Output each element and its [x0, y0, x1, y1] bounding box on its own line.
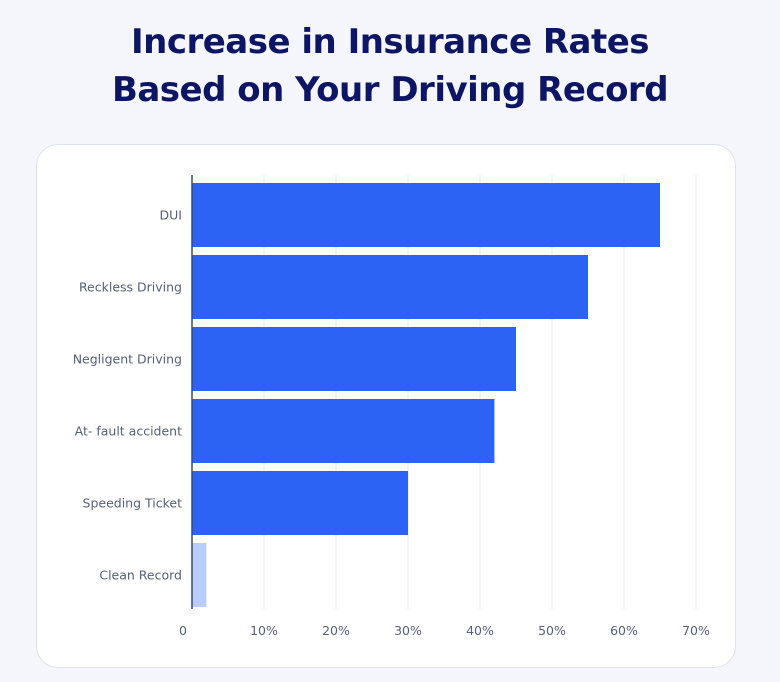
grid-lines [263, 175, 697, 609]
page-title-line-2: Based on Your Driving Record [111, 70, 669, 110]
x-tick-label: 30% [394, 623, 422, 638]
category-label: Clean Record [99, 568, 182, 583]
category-label: At- fault accident [75, 424, 182, 439]
bar [192, 327, 516, 391]
bar [192, 399, 495, 463]
category-labels: DUI Reckless Driving Negligent Driving At- … [73, 208, 182, 583]
x-tick-label: 50% [538, 623, 566, 638]
x-tick-label: 10% [250, 623, 278, 638]
bar [192, 255, 588, 319]
bar [192, 471, 408, 535]
category-label: Negligent Driving [73, 352, 182, 367]
bars [192, 183, 660, 607]
category-label: Speeding Ticket [83, 496, 183, 511]
page-title: Increase in Insurance Rates Based on You… [0, 18, 780, 114]
page-title-line-1: Increase in Insurance Rates [130, 22, 650, 62]
x-tick-label: 40% [466, 623, 494, 638]
x-tick-label: 20% [322, 623, 350, 638]
x-tick-label: 70% [682, 623, 710, 638]
bar-chart: DUI Reckless Driving Negligent Driving At- … [73, 175, 710, 638]
x-tick-labels: 0 10% 20% 30% 40% 50% 60% 70% [179, 623, 710, 638]
bar [192, 543, 207, 607]
chart-card: DUI Reckless Driving Negligent Driving At- … [36, 144, 736, 668]
category-label: DUI [160, 208, 182, 223]
x-tick-label: 0 [179, 623, 187, 638]
bar [192, 183, 660, 247]
category-label: Reckless Driving [79, 280, 182, 295]
x-tick-label: 60% [610, 623, 638, 638]
